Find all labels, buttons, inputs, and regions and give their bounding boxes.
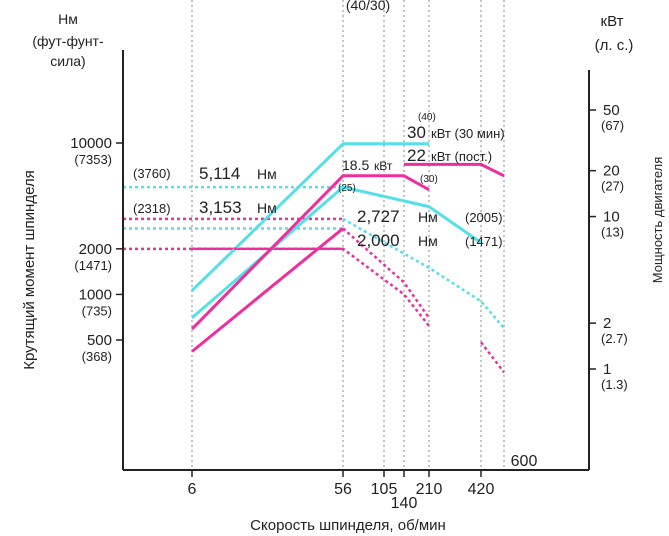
- annotation-torque-3153: (2318) 3,153 Нм: [133, 198, 277, 217]
- axis-ticks: 10000(7353)2000(1471)1000(735)500(368)50…: [70, 102, 627, 512]
- annotation-sub: (25): [338, 183, 356, 194]
- x-tick-label-6: 600: [511, 453, 538, 470]
- x-tick-label-1: 56: [334, 481, 352, 498]
- right-tick-label-0: 50: [603, 102, 620, 119]
- right-tick-label-2: 10: [603, 209, 620, 226]
- left-unit-line-2: (фут-фунт-: [32, 33, 104, 49]
- annotation-unit: Нм: [257, 166, 277, 182]
- annotation-value: 22: [407, 146, 426, 165]
- x-axis-label: Скорость шпинделя, об/мин: [250, 517, 446, 534]
- annotation-sub: (2005): [465, 210, 503, 225]
- left-unit-line-1: Нм: [58, 11, 78, 27]
- annotation-power-18-5: 18.5 кВт (25): [338, 157, 393, 194]
- right-tick-sub-0: (67): [601, 118, 624, 133]
- series-line-7: [192, 247, 430, 327]
- grid-lines: [123, 0, 505, 470]
- right-tick-sub-3: (2.7): [601, 331, 628, 346]
- right-tick-sub-1: (27): [601, 179, 624, 194]
- x-tick-label-4: 210: [416, 481, 443, 498]
- right-tick-sub-4: (1.3): [601, 377, 628, 392]
- series-line-3: [190, 174, 430, 331]
- x-tick-label-2: 105: [371, 481, 398, 498]
- left-axis-label: Крутящий момент шпинделя: [21, 170, 38, 370]
- annotation-unit: кВт: [374, 159, 393, 173]
- left-tick-sub-1: (1471): [74, 258, 112, 273]
- right-tick-label-1: 20: [603, 163, 620, 180]
- left-tick-sub-0: (7353): [74, 152, 112, 167]
- series-line-8: [480, 341, 505, 374]
- right-tick-label-4: 1: [603, 361, 611, 378]
- x-tick-label-3: 140: [391, 495, 418, 512]
- right-tick-label-3: 2: [603, 315, 611, 332]
- annotation-value: 30: [407, 123, 426, 142]
- annotation-value: 3,153: [199, 198, 242, 217]
- annotation-torque-5114: (3760) 5,114 Нм: [133, 164, 277, 183]
- annotation-sub: (30): [420, 174, 438, 185]
- left-tick-label-2: 1000: [79, 286, 112, 303]
- annotation-value: 18.5: [342, 157, 369, 173]
- annotation-value: 2,727: [357, 207, 400, 226]
- annotation-sub: (1471): [465, 234, 503, 249]
- annotation-power-30: (40) 30 кВт (30 мин): [407, 112, 505, 142]
- series-line-5: [191, 227, 344, 353]
- series-line-2: [342, 217, 505, 329]
- left-tick-label-3: 500: [87, 332, 112, 349]
- x-tick-label-5: 420: [468, 481, 495, 498]
- right-unit-line-1: кВт: [601, 13, 624, 30]
- annotation-unit: Нм: [418, 209, 438, 225]
- annotation-unit: кВт (30 мин): [431, 126, 505, 141]
- series-line-0: [190, 142, 429, 292]
- series-lines: [190, 142, 505, 374]
- annotation-unit: Нм: [418, 233, 438, 249]
- annotation-torque-2727: 2,727 Нм (2005): [357, 207, 503, 226]
- left-tick-label-0: 10000: [70, 135, 112, 152]
- right-tick-sub-2: (13): [601, 225, 624, 240]
- left-tick-sub-3: (368): [82, 349, 112, 364]
- top-center-label: (40/30): [346, 0, 390, 13]
- annotation-power-22: 22 кВт (пост.) (30): [407, 146, 492, 185]
- series-line-4: [404, 162, 505, 178]
- annotation-sub: (40): [418, 112, 436, 123]
- left-tick-sub-2: (735): [82, 303, 112, 318]
- annotation-sub: (3760): [133, 166, 171, 181]
- left-tick-label-1: 2000: [79, 241, 112, 258]
- annotation-value: 5,114: [199, 164, 240, 183]
- annotation-sub: (2318): [133, 201, 171, 216]
- left-unit-line-3: сила): [50, 53, 85, 69]
- right-axis-label: Мощность двигателя: [650, 157, 665, 284]
- annotation-unit: Нм: [257, 200, 277, 216]
- annotation-value: 2,000: [357, 231, 400, 250]
- right-unit-line-2: (л. с.): [595, 37, 634, 54]
- x-tick-label-0: 6: [188, 481, 197, 498]
- annotation-torque-2000: 2,000 Нм (1471): [357, 231, 503, 250]
- annotation-unit: кВт (пост.): [431, 149, 492, 164]
- series-line-6: [342, 227, 431, 319]
